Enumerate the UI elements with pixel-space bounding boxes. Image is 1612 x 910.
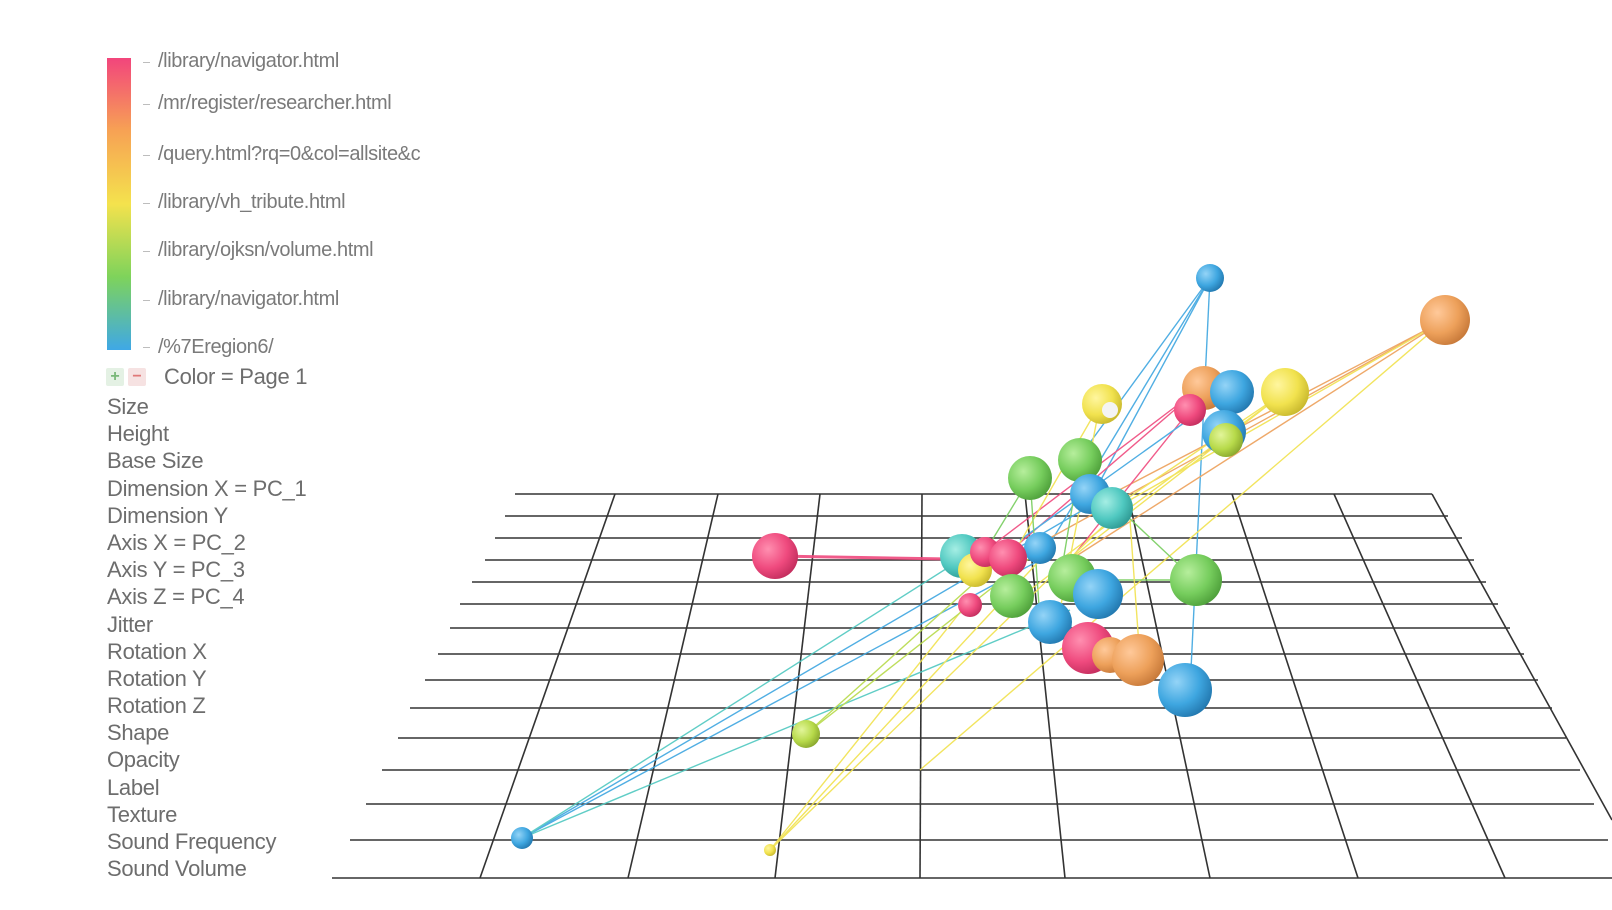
mapping-height[interactable]: Height xyxy=(107,421,169,447)
data-point[interactable] xyxy=(511,827,533,849)
data-point[interactable] xyxy=(1158,663,1212,717)
color-gradient-bar xyxy=(107,58,131,350)
mapping-base-size[interactable]: Base Size xyxy=(107,448,204,474)
mapping-opacity[interactable]: Opacity xyxy=(107,747,180,773)
data-point[interactable] xyxy=(958,593,982,617)
data-point[interactable] xyxy=(752,533,798,579)
mapping-axis-z[interactable]: Axis Z = PC_4 xyxy=(107,584,245,610)
mapping-rotation-y[interactable]: Rotation Y xyxy=(107,665,207,691)
legend-tick xyxy=(143,251,150,252)
legend-tick xyxy=(143,300,150,301)
data-point[interactable] xyxy=(1196,264,1224,292)
data-point[interactable] xyxy=(1091,487,1133,529)
mapping-dimension-y[interactable]: Dimension Y xyxy=(107,502,229,528)
mapping-rotation-z[interactable]: Rotation Z xyxy=(107,693,206,719)
data-point[interactable] xyxy=(1210,370,1254,414)
data-point[interactable] xyxy=(1170,554,1222,606)
legend-label: /library/navigator.html xyxy=(158,288,339,310)
minus-icon[interactable]: − xyxy=(128,368,146,386)
data-point[interactable] xyxy=(1073,569,1123,619)
mapping-texture[interactable]: Texture xyxy=(107,801,178,827)
legend-label: /query.html?rq=0&col=allsite&c xyxy=(158,143,421,165)
data-point[interactable] xyxy=(792,720,820,748)
data-point[interactable] xyxy=(1261,368,1309,416)
mapping-dimension-x[interactable]: Dimension X = PC_1 xyxy=(107,475,307,501)
data-point[interactable] xyxy=(1028,600,1072,644)
data-point[interactable] xyxy=(1024,532,1056,564)
mapping-sound-volume[interactable]: Sound Volume xyxy=(107,856,247,882)
legend-tick xyxy=(143,203,150,204)
data-point[interactable] xyxy=(1082,384,1122,424)
color-mapping-row: + − Color = Page 1 xyxy=(106,364,307,390)
legend-label: /%7Eregion6/ xyxy=(158,336,274,358)
data-point[interactable] xyxy=(1008,456,1052,500)
visual-mapping-list: Size Height Base Size Dimension X = PC_1… xyxy=(107,393,307,882)
mapping-axis-y[interactable]: Axis Y = PC_3 xyxy=(107,557,245,583)
mapping-axis-x[interactable]: Axis X = PC_2 xyxy=(107,529,246,555)
data-point[interactable] xyxy=(989,539,1027,577)
legend-label: /mr/register/researcher.html xyxy=(158,92,392,114)
data-point[interactable] xyxy=(764,844,776,856)
data-spheres[interactable] xyxy=(511,264,1470,856)
data-point[interactable] xyxy=(1174,394,1206,426)
mapping-shape[interactable]: Shape xyxy=(107,720,170,746)
legend-tick xyxy=(143,347,150,348)
mapping-rotation-x[interactable]: Rotation X xyxy=(107,638,207,664)
data-point[interactable] xyxy=(1112,634,1164,686)
data-point[interactable] xyxy=(990,574,1034,618)
mapping-size[interactable]: Size xyxy=(107,394,149,419)
mapping-jitter[interactable]: Jitter xyxy=(107,611,153,637)
plus-icon[interactable]: + xyxy=(106,368,124,386)
legend-label: /library/ojksn/volume.html xyxy=(158,239,374,261)
legend-label: /library/navigator.html xyxy=(158,50,339,72)
data-point[interactable] xyxy=(1102,402,1118,418)
mapping-label[interactable]: Label xyxy=(107,774,160,800)
legend-tick xyxy=(143,104,150,105)
data-point[interactable] xyxy=(1058,438,1102,482)
legend-tick xyxy=(143,155,150,156)
data-point[interactable] xyxy=(1420,295,1470,345)
floor-grid xyxy=(332,493,1612,879)
color-mapping-label[interactable]: Color = Page 1 xyxy=(164,364,308,389)
legend-label: /library/vh_tribute.html xyxy=(158,191,346,213)
mapping-sound-frequency[interactable]: Sound Frequency xyxy=(107,829,277,854)
data-point[interactable] xyxy=(1209,423,1243,457)
legend-tick xyxy=(143,62,150,63)
